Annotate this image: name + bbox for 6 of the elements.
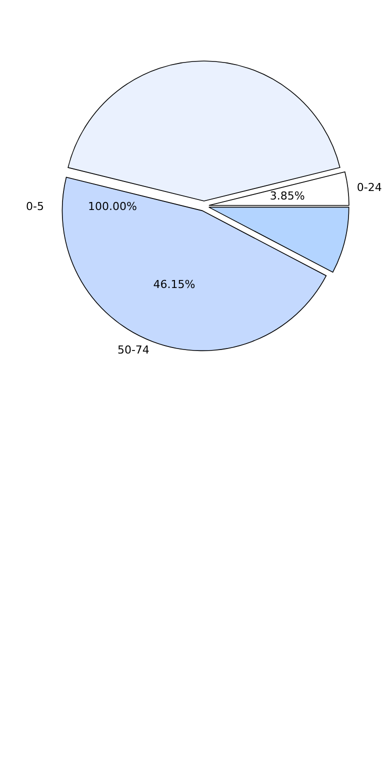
slice-label: 50-74: [117, 344, 150, 357]
text: 0-5: [26, 200, 44, 213]
data-label: 46.15%: [153, 278, 196, 292]
slice-label: 0-24: [356, 180, 382, 194]
text: 100.00%: [88, 200, 137, 213]
data-label: 3.85%: [270, 189, 305, 202]
